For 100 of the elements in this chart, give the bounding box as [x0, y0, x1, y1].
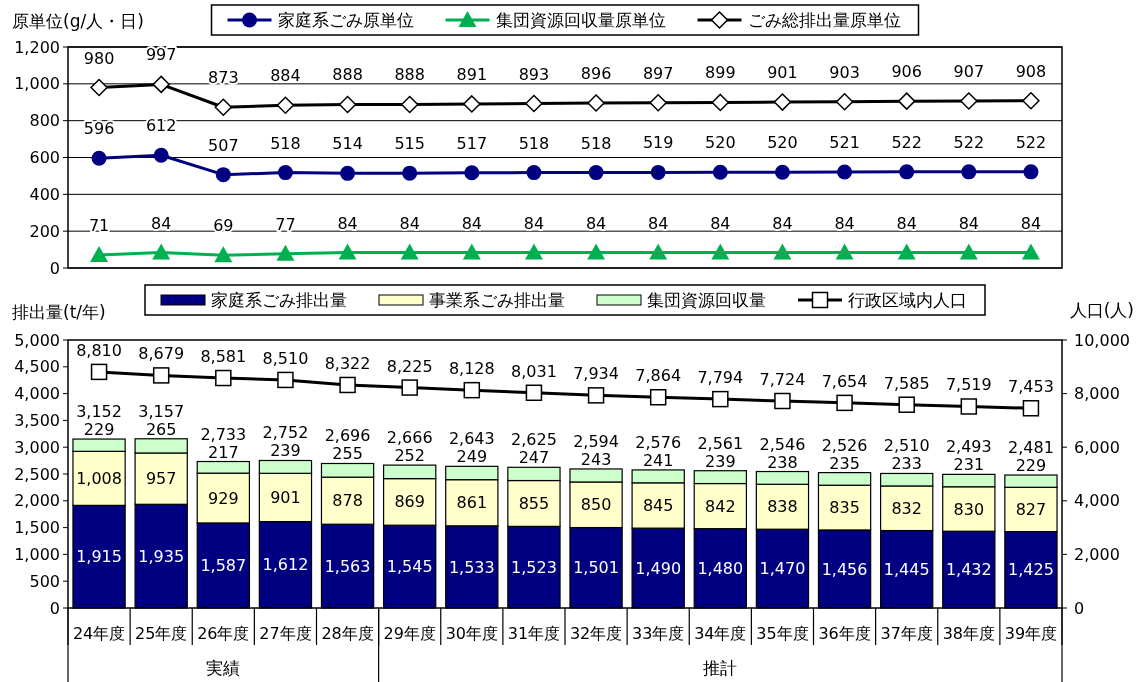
- data-label: 1,501: [573, 558, 619, 578]
- x-tick-label: 24年度: [72, 624, 126, 643]
- data-label: 878: [332, 491, 363, 511]
- data-label: 1,480: [697, 558, 744, 578]
- point: [401, 379, 418, 396]
- data-label: 903: [829, 62, 860, 82]
- data-label: 522: [1015, 132, 1047, 152]
- point: [1021, 243, 1040, 260]
- data-label: 7,519: [945, 375, 992, 395]
- y-tick-label: 2,500: [14, 464, 60, 484]
- data-label: 515: [394, 134, 425, 154]
- y-tick-label: 5,000: [14, 330, 60, 350]
- point: [215, 167, 231, 183]
- data-label: 906: [891, 62, 922, 82]
- data-label: 519: [642, 133, 674, 153]
- data-label: 901: [270, 488, 301, 508]
- data-label: 827: [1015, 500, 1047, 520]
- y-tick-label: 200: [29, 221, 60, 241]
- data-label: 612: [145, 116, 177, 136]
- data-label: 873: [208, 68, 239, 88]
- data-label: 929: [208, 488, 239, 508]
- point: [276, 96, 295, 114]
- data-label: 884: [270, 66, 301, 86]
- point: [526, 165, 542, 181]
- data-label: 908: [1015, 61, 1047, 81]
- data-label: 84: [337, 213, 358, 233]
- data-label: 8,810: [76, 340, 122, 360]
- legend-label: ごみ総排出量原単位: [747, 9, 901, 30]
- x-tick-label: 30年度: [445, 624, 498, 643]
- total-label: 3,152: [76, 402, 122, 422]
- point: [402, 165, 418, 181]
- point: [464, 165, 480, 181]
- point: [774, 164, 790, 180]
- y2-tick-label: 0: [1074, 598, 1085, 618]
- data-label: 241: [642, 450, 674, 470]
- data-label: 520: [705, 133, 736, 153]
- total-label: 2,733: [200, 424, 247, 444]
- data-label: 84: [399, 213, 420, 233]
- y-tick-label: 0: [49, 598, 60, 618]
- point: [525, 94, 543, 113]
- point: [214, 246, 233, 263]
- total-label: 2,510: [883, 436, 930, 456]
- point: [712, 390, 729, 408]
- total-label: 2,493: [945, 437, 992, 457]
- total-label: 3,157: [138, 401, 185, 421]
- data-label: 1,523: [511, 557, 557, 577]
- point: [400, 243, 419, 260]
- y-tick-label: 500: [29, 571, 60, 591]
- y-tick-label: 1,500: [14, 518, 60, 538]
- point: [837, 164, 853, 180]
- x-tick-label: 28年度: [321, 624, 374, 643]
- text: 実績: [206, 658, 241, 678]
- point: [835, 92, 854, 111]
- data-label: 869: [394, 492, 425, 512]
- point: [774, 392, 791, 410]
- data-label: 845: [642, 496, 674, 516]
- total-label: 2,643: [448, 429, 495, 449]
- point: [650, 164, 666, 180]
- data-label: 265: [145, 419, 177, 439]
- data-label: 830: [953, 499, 985, 519]
- data-label: 897: [642, 63, 674, 83]
- y-axis-title: 原単位(g/人・日): [12, 11, 144, 31]
- point: [339, 376, 356, 394]
- data-label: 84: [834, 213, 855, 233]
- point: [959, 243, 978, 260]
- data-label: 7,654: [821, 371, 868, 391]
- y-tick-label: 1,000: [14, 74, 60, 94]
- data-label: 247: [518, 448, 550, 468]
- x-tick-label: 27年度: [259, 624, 312, 643]
- data-label: 838: [767, 497, 798, 517]
- data-label: 980: [83, 48, 115, 68]
- data-label: 957: [145, 469, 177, 489]
- data-label: 84: [896, 213, 917, 233]
- point: [649, 94, 667, 112]
- point: [152, 243, 171, 260]
- data-label: 239: [270, 441, 301, 461]
- x-tick-label: 29年度: [383, 624, 436, 643]
- y-tick-label: 800: [29, 111, 60, 131]
- x-tick-label: 33年度: [632, 624, 685, 643]
- data-label: 899: [705, 63, 736, 83]
- y2-tick-label: 6,000: [1074, 437, 1120, 457]
- x-tick-label: 31年度: [507, 624, 561, 643]
- data-label: 235: [829, 453, 860, 473]
- data-label: 8,581: [200, 347, 247, 367]
- data-label: 84: [710, 213, 731, 233]
- x-tick-label: 36年度: [818, 624, 871, 643]
- text: 推計: [703, 658, 738, 678]
- point: [1023, 164, 1039, 180]
- y-tick-label: 600: [29, 148, 60, 168]
- data-label: 861: [456, 493, 488, 513]
- data-label: 255: [332, 444, 363, 464]
- legend-label: 集団資源回収量原単位: [495, 9, 666, 30]
- point: [91, 150, 107, 166]
- data-label: 233: [891, 454, 922, 474]
- data-label: 842: [705, 496, 736, 516]
- data-label: 522: [891, 132, 922, 152]
- data-label: 997: [145, 45, 177, 65]
- y2-tick-label: 10,000: [1074, 330, 1130, 350]
- data-label: 1,008: [76, 468, 122, 488]
- data-label: 7,724: [759, 370, 806, 389]
